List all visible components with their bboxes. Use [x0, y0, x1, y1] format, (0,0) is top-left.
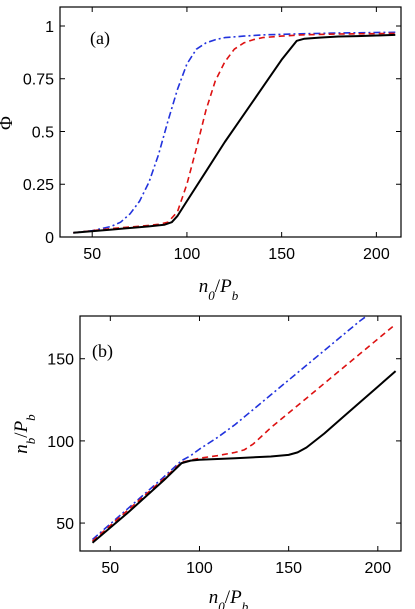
panel-a-y-tick-label: 0.25 [23, 177, 54, 194]
panel-a-x-tick-label: 100 [174, 246, 201, 263]
panel-a: 50 100 150 200 0 0.25 0.5 0.75 1 (a) n0/Pb Φ [0, 6, 402, 303]
panel-b-y-tick-label: 150 [47, 352, 74, 369]
panel-b-x-axis-label: n0/Pb [209, 587, 249, 609]
panel-a-x-axis-label: n0/Pb [199, 276, 239, 303]
panel-b-x-tick-label: 200 [364, 560, 391, 577]
panel-a-frame [59, 6, 402, 238]
panel-a-y-tick-label: 0.75 [23, 72, 54, 89]
panel-b-label: (b) [92, 341, 113, 362]
panel-a-series-red-dashed [73, 32, 396, 234]
panel-a-x-tick-label: 150 [268, 246, 295, 263]
panel-b-frame [79, 315, 402, 552]
panel-b-x-tick-label: 150 [275, 560, 302, 577]
panel-a-series-blue-dashdot [73, 31, 396, 234]
panel-b-y-tick-label: 100 [47, 434, 74, 451]
panel-a-x-tick-label: 200 [363, 246, 390, 263]
panel-b-series-black-solid [91, 370, 397, 544]
panel-b-y-tick-label: 50 [56, 516, 74, 533]
panel-a-y-axis-label: Φ [0, 116, 17, 130]
panel-a-y-tick-label: 1 [45, 19, 54, 36]
panel-a-y-tick-label: 0.5 [32, 124, 54, 141]
panel-b-x-tick-label: 100 [186, 560, 213, 577]
panel-b-y-axis-label: nb/Pb [11, 414, 38, 454]
panel-b: 50 100 150 200 50 100 150 (b) n0/Pb nb/Pb [11, 315, 402, 609]
panel-b-series-red-dashed [91, 323, 397, 542]
panel-b-x-tick-label: 50 [101, 560, 119, 577]
panel-a-label: (a) [90, 28, 110, 49]
panel-a-series-black-solid [73, 33, 396, 234]
panel-a-x-tick-label: 50 [83, 246, 101, 263]
panel-b-series-blue-dashdot [91, 316, 369, 541]
panel-a-y-tick-label: 0 [45, 230, 54, 247]
